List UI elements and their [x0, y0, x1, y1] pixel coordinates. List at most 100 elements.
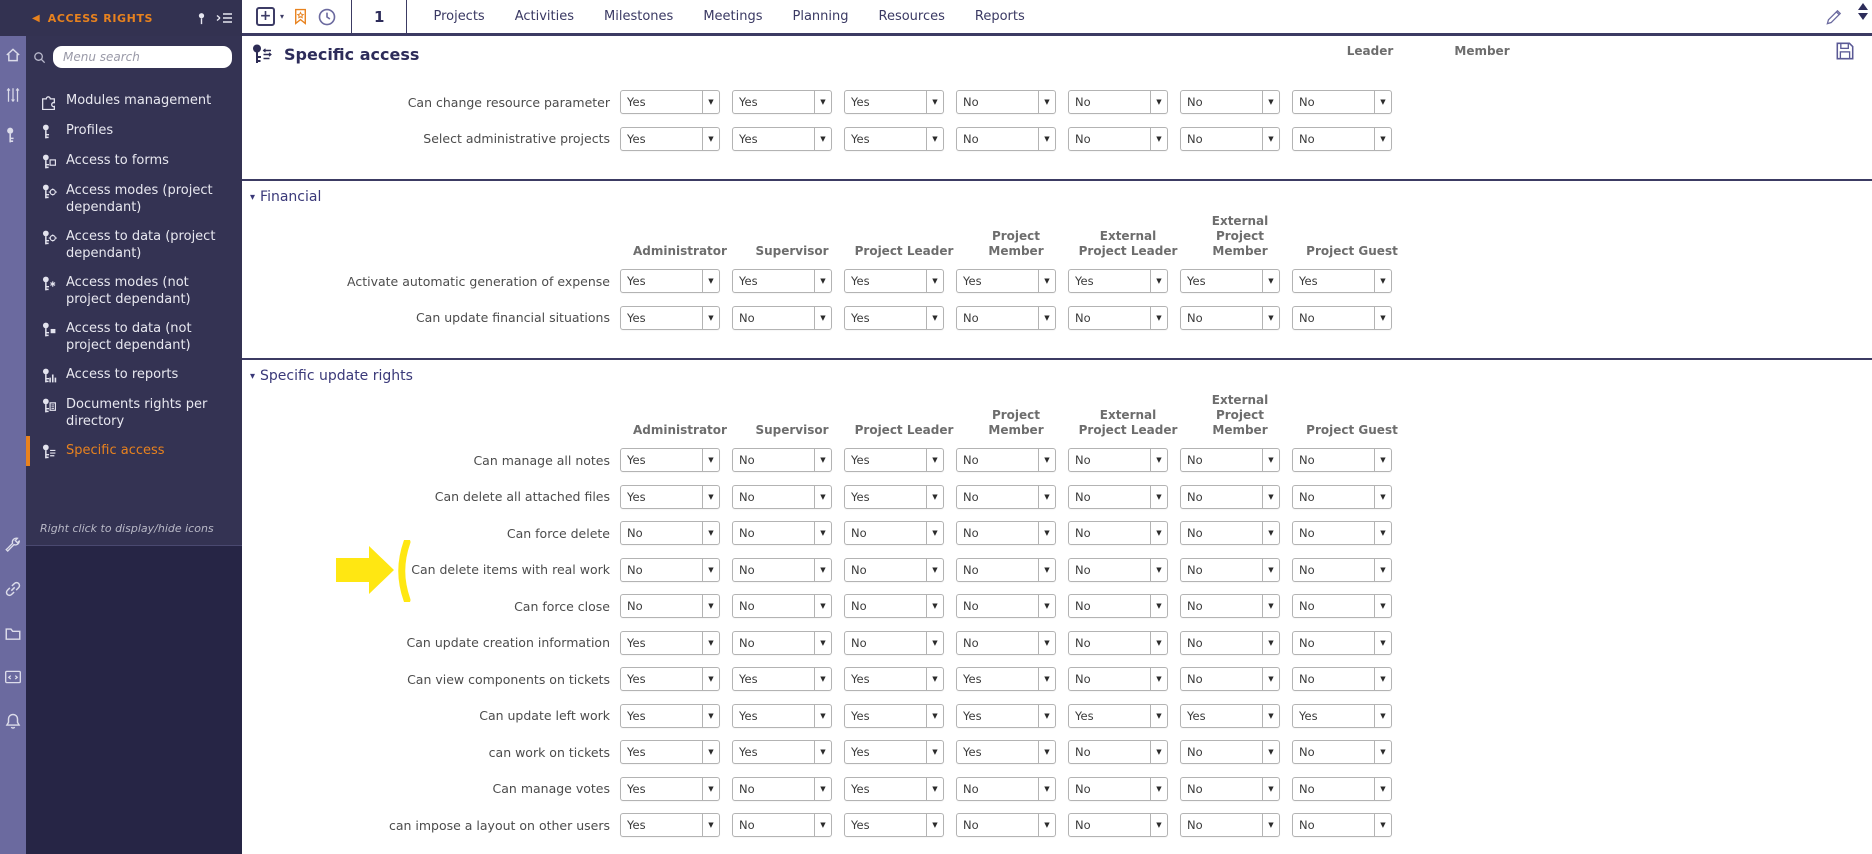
dropdown-arrow-icon[interactable]: ▼ [814, 522, 831, 545]
dropdown-arrow-icon[interactable]: ▼ [1150, 127, 1167, 150]
dropdown-arrow-icon[interactable]: ▼ [702, 522, 719, 545]
section-title-financial[interactable]: ▾ Financial [242, 181, 1872, 207]
sidebar-item-access-to-data-project-dependant[interactable]: Access to data (project dependant) [26, 222, 242, 268]
select-can-delete-items-with-real-work-supervisor[interactable]: No ▼ [732, 557, 832, 582]
select-can-manage-votes-project-leader[interactable]: Yes ▼ [844, 776, 944, 801]
dropdown-arrow-icon[interactable]: ▼ [926, 449, 943, 472]
select-can-delete-all-attached-files-project-member[interactable]: No ▼ [956, 484, 1056, 509]
sidebar-item-access-to-forms[interactable]: Access to forms [26, 146, 242, 176]
dropdown-arrow-icon[interactable]: ▼ [702, 668, 719, 691]
select-can-manage-all-notes-project-member[interactable]: No ▼ [956, 448, 1056, 473]
select-can-delete-items-with-real-work-external-project-member[interactable]: No ▼ [1180, 557, 1280, 582]
select-can-change-resource-parameter-supervisor[interactable]: Yes ▼ [732, 90, 832, 115]
add-button[interactable]: + [256, 7, 275, 26]
select-can-change-resource-parameter-external-project-leader[interactable]: No ▼ [1068, 90, 1168, 115]
sidebar-item-modules-management[interactable]: Modules management [26, 86, 242, 116]
select-can-force-delete-external-project-leader[interactable]: No ▼ [1068, 521, 1168, 546]
dropdown-arrow-icon[interactable]: ▼ [814, 814, 831, 837]
dropdown-arrow-icon[interactable]: ▼ [1262, 127, 1279, 150]
dropdown-arrow-icon[interactable]: ▼ [1374, 741, 1391, 764]
sidebar-item-access-modes-not-project-dependant[interactable]: Access modes (not project dependant) [26, 268, 242, 314]
dropdown-arrow-icon[interactable]: ▼ [1262, 631, 1279, 654]
select-can-update-creation-information-administrator[interactable]: Yes ▼ [620, 630, 720, 655]
dropdown-arrow-icon[interactable]: ▼ [1262, 668, 1279, 691]
dropdown-arrow-icon[interactable]: ▼ [814, 668, 831, 691]
bookmark-icon[interactable] [292, 7, 309, 26]
dropdown-arrow-icon[interactable]: ▼ [1038, 595, 1055, 618]
select-can-update-creation-information-project-member[interactable]: No ▼ [956, 630, 1056, 655]
dropdown-arrow-icon[interactable]: ▼ [814, 777, 831, 800]
dropdown-arrow-icon[interactable]: ▼ [1150, 668, 1167, 691]
select-can-force-close-supervisor[interactable]: No ▼ [732, 594, 832, 619]
select-can-impose-a-layout-on-other-users-project-member[interactable]: No ▼ [956, 813, 1056, 838]
select-can-view-components-on-tickets-external-project-member[interactable]: No ▼ [1180, 667, 1280, 692]
menu-search-input[interactable] [53, 46, 232, 68]
select-activate-automatic-generation-of-expense-external-project-leader[interactable]: Yes ▼ [1068, 269, 1168, 294]
select-can-view-components-on-tickets-project-leader[interactable]: Yes ▼ [844, 667, 944, 692]
dropdown-arrow-icon[interactable]: ▼ [1150, 631, 1167, 654]
select-can-update-left-work-project-guest[interactable]: Yes ▼ [1292, 703, 1392, 728]
select-can-update-financial-situations-project-member[interactable]: No ▼ [956, 305, 1056, 330]
select-can-delete-all-attached-files-external-project-member[interactable]: No ▼ [1180, 484, 1280, 509]
dropdown-arrow-icon[interactable]: ▼ [814, 127, 831, 150]
dropdown-arrow-icon[interactable]: ▼ [814, 449, 831, 472]
select-can-work-on-tickets-supervisor[interactable]: Yes ▼ [732, 740, 832, 765]
dropdown-arrow-icon[interactable]: ▼ [1374, 270, 1391, 293]
key-icon[interactable] [4, 126, 22, 144]
pin-icon[interactable] [194, 11, 209, 26]
select-can-force-close-external-project-member[interactable]: No ▼ [1180, 594, 1280, 619]
dropdown-arrow-icon[interactable]: ▼ [1374, 91, 1391, 114]
select-can-work-on-tickets-project-leader[interactable]: Yes ▼ [844, 740, 944, 765]
select-can-change-resource-parameter-external-project-member[interactable]: No ▼ [1180, 90, 1280, 115]
dropdown-arrow-icon[interactable]: ▼ [1038, 449, 1055, 472]
select-can-work-on-tickets-external-project-member[interactable]: No ▼ [1180, 740, 1280, 765]
select-can-update-creation-information-project-guest[interactable]: No ▼ [1292, 630, 1392, 655]
select-can-delete-all-attached-files-project-guest[interactable]: No ▼ [1292, 484, 1392, 509]
select-can-manage-all-notes-supervisor[interactable]: No ▼ [732, 448, 832, 473]
dropdown-arrow-icon[interactable]: ▼ [1038, 522, 1055, 545]
select-can-update-financial-situations-administrator[interactable]: Yes ▼ [620, 305, 720, 330]
dropdown-arrow-icon[interactable]: ▼ [926, 631, 943, 654]
dropdown-arrow-icon[interactable]: ▼ [1262, 91, 1279, 114]
back-triangle-icon[interactable]: ◀ [32, 12, 40, 24]
sidebar-item-access-to-data-not-project-dependant[interactable]: Access to data (not project dependant) [26, 314, 242, 360]
select-can-update-financial-situations-external-project-member[interactable]: No ▼ [1180, 305, 1280, 330]
select-can-force-delete-project-guest[interactable]: No ▼ [1292, 521, 1392, 546]
select-can-manage-votes-supervisor[interactable]: No ▼ [732, 776, 832, 801]
dropdown-arrow-icon[interactable]: ▼ [1038, 704, 1055, 727]
select-can-force-close-administrator[interactable]: No ▼ [620, 594, 720, 619]
select-can-delete-all-attached-files-administrator[interactable]: Yes ▼ [620, 484, 720, 509]
dropdown-arrow-icon[interactable]: ▼ [1374, 631, 1391, 654]
dropdown-arrow-icon[interactable]: ▼ [926, 522, 943, 545]
dropdown-arrow-icon[interactable]: ▼ [926, 558, 943, 581]
dropdown-arrow-icon[interactable]: ▼ [702, 631, 719, 654]
dropdown-arrow-icon[interactable]: ▼ [1038, 741, 1055, 764]
select-can-change-resource-parameter-project-guest[interactable]: No ▼ [1292, 90, 1392, 115]
dropdown-arrow-icon[interactable]: ▼ [1150, 814, 1167, 837]
select-can-force-delete-supervisor[interactable]: No ▼ [732, 521, 832, 546]
dropdown-arrow-icon[interactable]: ▼ [1374, 522, 1391, 545]
select-can-manage-all-notes-project-guest[interactable]: No ▼ [1292, 448, 1392, 473]
select-activate-automatic-generation-of-expense-supervisor[interactable]: Yes ▼ [732, 269, 832, 294]
dropdown-arrow-icon[interactable]: ▼ [926, 306, 943, 329]
sidebar-item-documents-rights-per-directory[interactable]: Documents rights per directory [26, 390, 242, 436]
nav-item-activities[interactable]: Activities [514, 9, 575, 24]
select-can-update-financial-situations-project-leader[interactable]: Yes ▼ [844, 305, 944, 330]
dropdown-arrow-icon[interactable]: ▼ [926, 741, 943, 764]
folder-icon[interactable] [4, 624, 22, 642]
select-can-update-left-work-project-leader[interactable]: Yes ▼ [844, 703, 944, 728]
select-can-delete-items-with-real-work-administrator[interactable]: No ▼ [620, 557, 720, 582]
dropdown-arrow-icon[interactable]: ▼ [1038, 485, 1055, 508]
dropdown-arrow-icon[interactable]: ▼ [926, 814, 943, 837]
dropdown-arrow-icon[interactable]: ▼ [1262, 522, 1279, 545]
select-can-view-components-on-tickets-administrator[interactable]: Yes ▼ [620, 667, 720, 692]
dropdown-arrow-icon[interactable]: ▼ [1038, 306, 1055, 329]
dropdown-arrow-icon[interactable]: ▼ [1262, 595, 1279, 618]
dropdown-arrow-icon[interactable]: ▼ [1150, 270, 1167, 293]
select-can-update-financial-situations-supervisor[interactable]: No ▼ [732, 305, 832, 330]
select-can-manage-votes-project-member[interactable]: No ▼ [956, 776, 1056, 801]
dropdown-arrow-icon[interactable]: ▼ [814, 631, 831, 654]
select-can-update-creation-information-external-project-member[interactable]: No ▼ [1180, 630, 1280, 655]
nav-item-meetings[interactable]: Meetings [703, 9, 763, 24]
dropdown-arrow-icon[interactable]: ▼ [1262, 449, 1279, 472]
